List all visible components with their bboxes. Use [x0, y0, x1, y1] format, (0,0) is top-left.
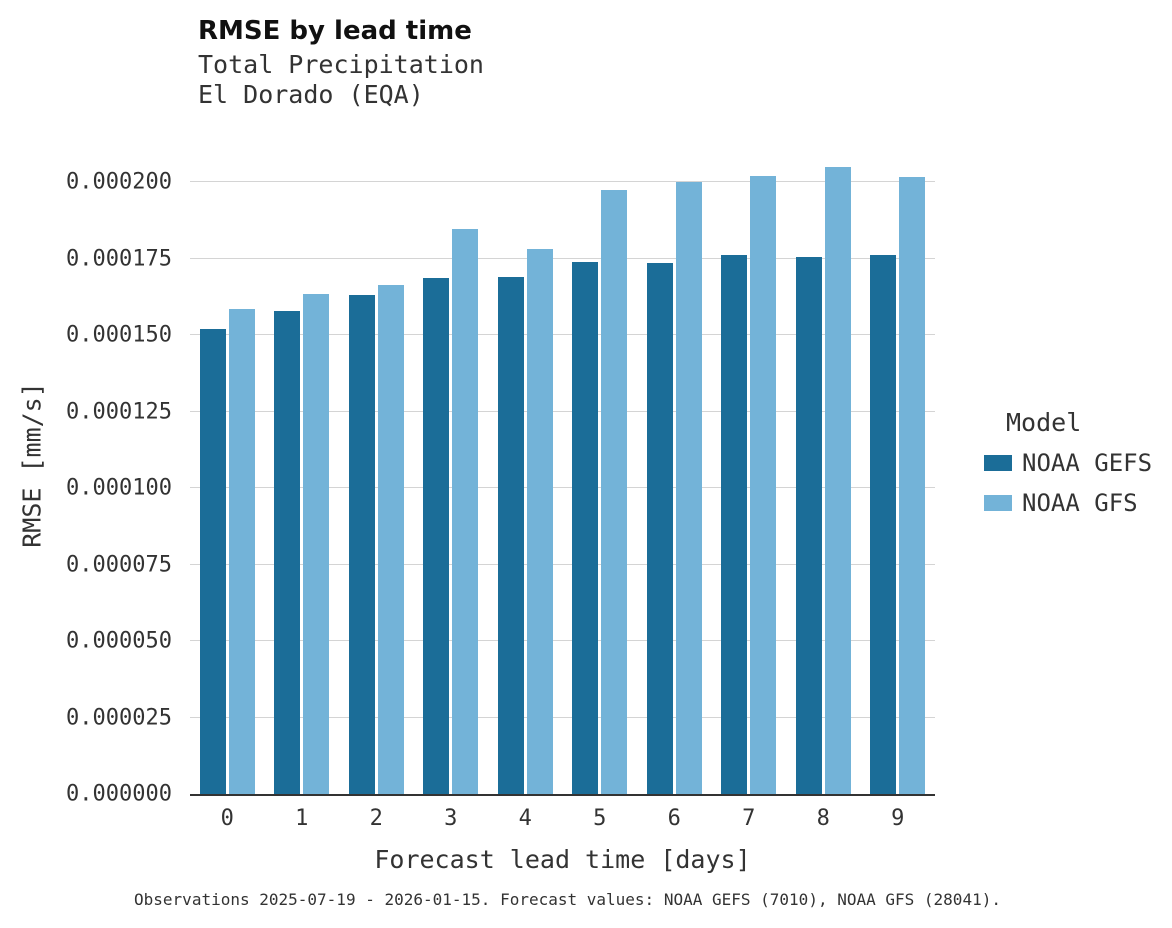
chart-title: RMSE by lead time — [198, 16, 472, 46]
bar-noaa-gefs — [572, 261, 599, 794]
bar-noaa-gfs — [899, 177, 926, 794]
bar-noaa-gefs — [199, 328, 226, 794]
bar-noaa-gefs — [870, 255, 897, 794]
x-tick-label: 3 — [444, 806, 458, 831]
gridline — [190, 487, 935, 488]
x-tick-label: 4 — [518, 806, 532, 831]
bar-group — [488, 140, 563, 794]
bar-noaa-gfs — [750, 175, 777, 794]
chart-subtitle-variable: Total Precipitation — [198, 50, 484, 79]
caption: Observations 2025-07-19 - 2026-01-15. Fo… — [134, 890, 1001, 909]
x-tick-label: 9 — [891, 806, 905, 831]
y-tick-label: 0.000150 — [66, 322, 172, 348]
bar-noaa-gfs — [675, 182, 702, 794]
bar-noaa-gfs — [601, 189, 628, 794]
legend-item: NOAA GEFS — [984, 449, 1152, 477]
y-tick-label: 0.000050 — [66, 628, 172, 654]
gridline — [190, 640, 935, 641]
gridline — [190, 257, 935, 259]
bar-group — [414, 140, 489, 794]
bar-noaa-gfs — [303, 293, 330, 794]
y-tick-label: 0.000025 — [66, 705, 172, 730]
chart-subtitle-location: El Dorado (EQA) — [198, 80, 424, 109]
y-tick-label: 0.000200 — [66, 169, 172, 195]
legend-label: NOAA GFS — [1022, 489, 1138, 517]
x-axis-label: Forecast lead time [days] — [374, 845, 751, 874]
y-tick-labels: 0.000000 0.000025 0.000050 0.000075 0.000100… — [0, 140, 180, 807]
gridline — [190, 716, 935, 718]
bar-noaa-gefs — [497, 276, 524, 794]
bar-noaa-gfs — [452, 229, 479, 794]
bar-group — [265, 140, 340, 794]
x-tick-label: 1 — [295, 806, 309, 831]
legend-label: NOAA GEFS — [1022, 449, 1153, 477]
x-tick-label: 2 — [369, 806, 383, 831]
y-tick-label: 0.000175 — [66, 246, 172, 271]
legend-swatch — [984, 455, 1012, 471]
bar-noaa-gfs — [824, 166, 851, 794]
bar-group — [712, 140, 787, 794]
x-tick-label: 7 — [742, 806, 756, 831]
y-tick-label: 0.000000 — [66, 781, 172, 807]
y-tick-label: 0.000125 — [66, 399, 172, 424]
bar-group — [637, 140, 712, 794]
bar-noaa-gefs — [274, 310, 301, 794]
legend-item: NOAA GFS — [984, 489, 1152, 517]
bar-noaa-gefs — [721, 255, 748, 794]
gridline — [190, 410, 935, 412]
bar-noaa-gfs — [228, 309, 255, 794]
x-tick-label: 8 — [816, 806, 830, 831]
bar-noaa-gfs — [377, 284, 404, 794]
bar-group — [861, 140, 936, 794]
gridlines — [190, 140, 935, 794]
legend-items: NOAA GEFS NOAA GFS — [984, 449, 1152, 517]
bar-group — [339, 140, 414, 794]
bar-group — [190, 140, 265, 794]
bar-groups — [190, 140, 935, 794]
gridline — [190, 334, 935, 335]
gridline — [190, 181, 935, 182]
x-tick-labels: 0 1 2 3 4 5 6 7 8 9 — [190, 806, 935, 831]
bar-noaa-gefs — [423, 278, 450, 794]
y-tick-label: 0.000100 — [66, 475, 172, 501]
bar-noaa-gfs — [526, 249, 553, 794]
bar-group — [563, 140, 638, 794]
bar-noaa-gefs — [795, 256, 822, 794]
plot-area — [190, 140, 935, 796]
gridline — [190, 563, 935, 565]
bar-noaa-gefs — [646, 263, 673, 794]
bar-group — [786, 140, 861, 794]
y-tick-label: 0.000075 — [66, 552, 172, 577]
bar-noaa-gefs — [348, 295, 375, 794]
legend-swatch — [984, 495, 1012, 511]
x-tick-label: 0 — [220, 806, 234, 831]
legend-title: Model — [1006, 408, 1082, 437]
x-tick-label: 5 — [593, 806, 607, 831]
legend: Model NOAA GEFS NOAA GFS — [984, 408, 1152, 517]
x-tick-label: 6 — [667, 806, 681, 831]
